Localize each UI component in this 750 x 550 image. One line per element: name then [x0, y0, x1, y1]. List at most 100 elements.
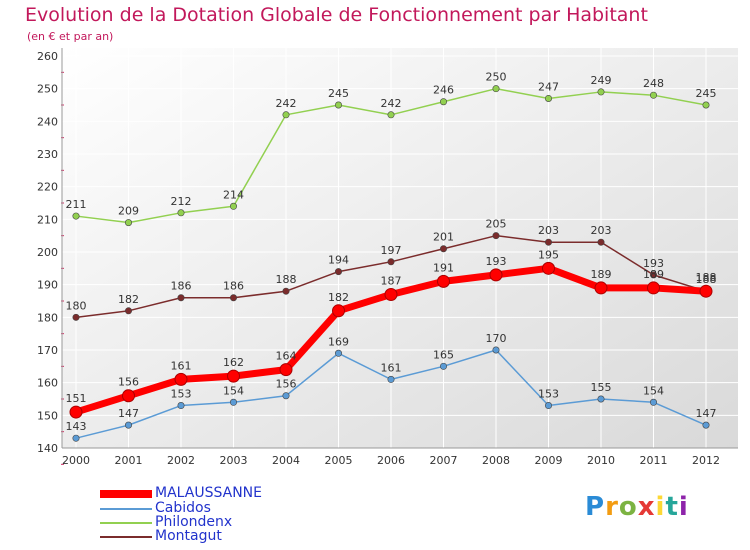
data-point-malaussanne — [647, 281, 660, 295]
data-label-philondenx: 242 — [381, 97, 402, 110]
data-label-malaussanne: 188 — [696, 271, 717, 284]
chart-title: Evolution de la Dotation Globale de Fonc… — [25, 4, 648, 26]
data-label-montagut: 188 — [276, 273, 297, 286]
legend-label-philondenx: Philondenx — [155, 514, 233, 530]
data-label-montagut: 201 — [433, 231, 454, 244]
data-point-cabidos — [72, 434, 80, 442]
data-label-montagut: 186 — [171, 280, 192, 293]
data-point-philondenx — [387, 111, 395, 119]
data-point-malaussanne — [122, 389, 135, 403]
data-point-cabidos — [177, 402, 185, 410]
data-point-montagut — [334, 268, 342, 276]
data-label-philondenx: 249 — [591, 74, 612, 87]
data-point-philondenx — [439, 98, 447, 106]
data-point-montagut — [125, 307, 133, 315]
data-point-philondenx — [492, 85, 500, 93]
data-label-montagut: 186 — [223, 280, 244, 293]
data-point-philondenx — [334, 101, 342, 109]
y-tick-label: 160 — [37, 377, 58, 390]
data-point-montagut — [597, 238, 605, 246]
y-tick-label: 220 — [37, 181, 58, 194]
data-point-philondenx — [230, 202, 238, 210]
data-point-philondenx — [544, 94, 552, 102]
data-label-philondenx: 242 — [276, 97, 297, 110]
data-label-cabidos: 147 — [696, 407, 717, 420]
data-label-philondenx: 209 — [118, 205, 139, 218]
data-point-philondenx — [649, 91, 657, 99]
data-label-philondenx: 212 — [171, 195, 192, 208]
data-point-cabidos — [334, 349, 342, 357]
x-tick-label: 2003 — [220, 454, 248, 467]
data-point-malaussanne — [542, 261, 555, 275]
legend-swatch-philondenx — [100, 522, 152, 524]
data-point-philondenx — [125, 219, 133, 227]
x-tick-label: 2009 — [535, 454, 563, 467]
x-tick-label: 2006 — [377, 454, 405, 467]
x-tick-label: 2002 — [167, 454, 195, 467]
data-point-malaussanne — [437, 274, 450, 288]
y-tick-label: 260 — [37, 50, 58, 63]
y-tick-label: 140 — [37, 442, 58, 455]
data-point-cabidos — [702, 421, 710, 429]
data-label-malaussanne: 187 — [381, 274, 402, 287]
x-tick-label: 2001 — [115, 454, 143, 467]
data-point-cabidos — [544, 402, 552, 410]
data-label-cabidos: 165 — [433, 348, 454, 361]
data-point-cabidos — [282, 392, 290, 400]
y-tick-label: 250 — [37, 83, 58, 96]
data-label-montagut: 193 — [643, 257, 664, 270]
data-label-montagut: 203 — [591, 224, 612, 237]
data-label-cabidos: 156 — [276, 378, 297, 391]
data-point-philondenx — [702, 101, 710, 109]
x-tick-label: 2010 — [587, 454, 615, 467]
legend-swatch-montagut — [100, 536, 152, 538]
data-label-cabidos: 169 — [328, 335, 349, 348]
data-point-malaussanne — [174, 372, 188, 386]
x-tick-label: 2011 — [640, 454, 668, 467]
y-tick-label: 200 — [37, 246, 58, 259]
data-point-montagut — [649, 271, 657, 279]
data-point-malaussanne — [384, 287, 398, 301]
data-point-montagut — [387, 258, 395, 266]
y-tick-label: 210 — [37, 213, 58, 226]
data-label-malaussanne: 151 — [66, 392, 87, 405]
data-label-philondenx: 250 — [486, 71, 507, 84]
data-label-montagut: 188 — [696, 273, 717, 286]
data-label-malaussanne: 156 — [118, 376, 139, 389]
y-tick-label: 240 — [37, 115, 58, 128]
data-label-montagut: 203 — [538, 224, 559, 237]
data-label-montagut: 197 — [381, 244, 402, 257]
legend-label-cabidos: Cabidos — [155, 500, 211, 516]
data-label-malaussanne: 182 — [328, 291, 349, 304]
data-label-malaussanne: 195 — [538, 248, 559, 261]
data-point-philondenx — [282, 111, 290, 119]
data-point-malaussanne — [69, 405, 83, 419]
y-tick-label: 190 — [37, 279, 58, 292]
data-point-cabidos — [125, 421, 133, 429]
x-tick-label: 2012 — [692, 454, 720, 467]
data-label-cabidos: 153 — [538, 388, 559, 401]
data-point-montagut — [72, 313, 80, 321]
data-point-cabidos — [597, 395, 605, 403]
data-label-malaussanne: 191 — [433, 261, 454, 274]
data-label-montagut: 182 — [118, 293, 139, 306]
data-point-montagut — [282, 287, 290, 295]
proxiti-logo: Proxiti — [585, 492, 689, 522]
data-point-malaussanne — [699, 284, 713, 298]
data-point-malaussanne — [489, 268, 503, 282]
data-label-cabidos: 155 — [591, 381, 612, 394]
data-label-philondenx: 214 — [223, 188, 244, 201]
data-label-malaussanne: 189 — [643, 268, 664, 281]
data-label-cabidos: 143 — [66, 420, 87, 433]
data-point-philondenx — [177, 209, 185, 217]
data-label-cabidos: 154 — [643, 384, 664, 397]
data-label-cabidos: 153 — [171, 388, 192, 401]
data-point-cabidos — [649, 398, 657, 406]
y-tick-label: 170 — [37, 344, 58, 357]
data-label-philondenx: 211 — [66, 198, 87, 211]
data-point-cabidos — [439, 362, 447, 370]
data-point-montagut — [230, 294, 238, 302]
data-label-malaussanne: 164 — [276, 350, 297, 363]
